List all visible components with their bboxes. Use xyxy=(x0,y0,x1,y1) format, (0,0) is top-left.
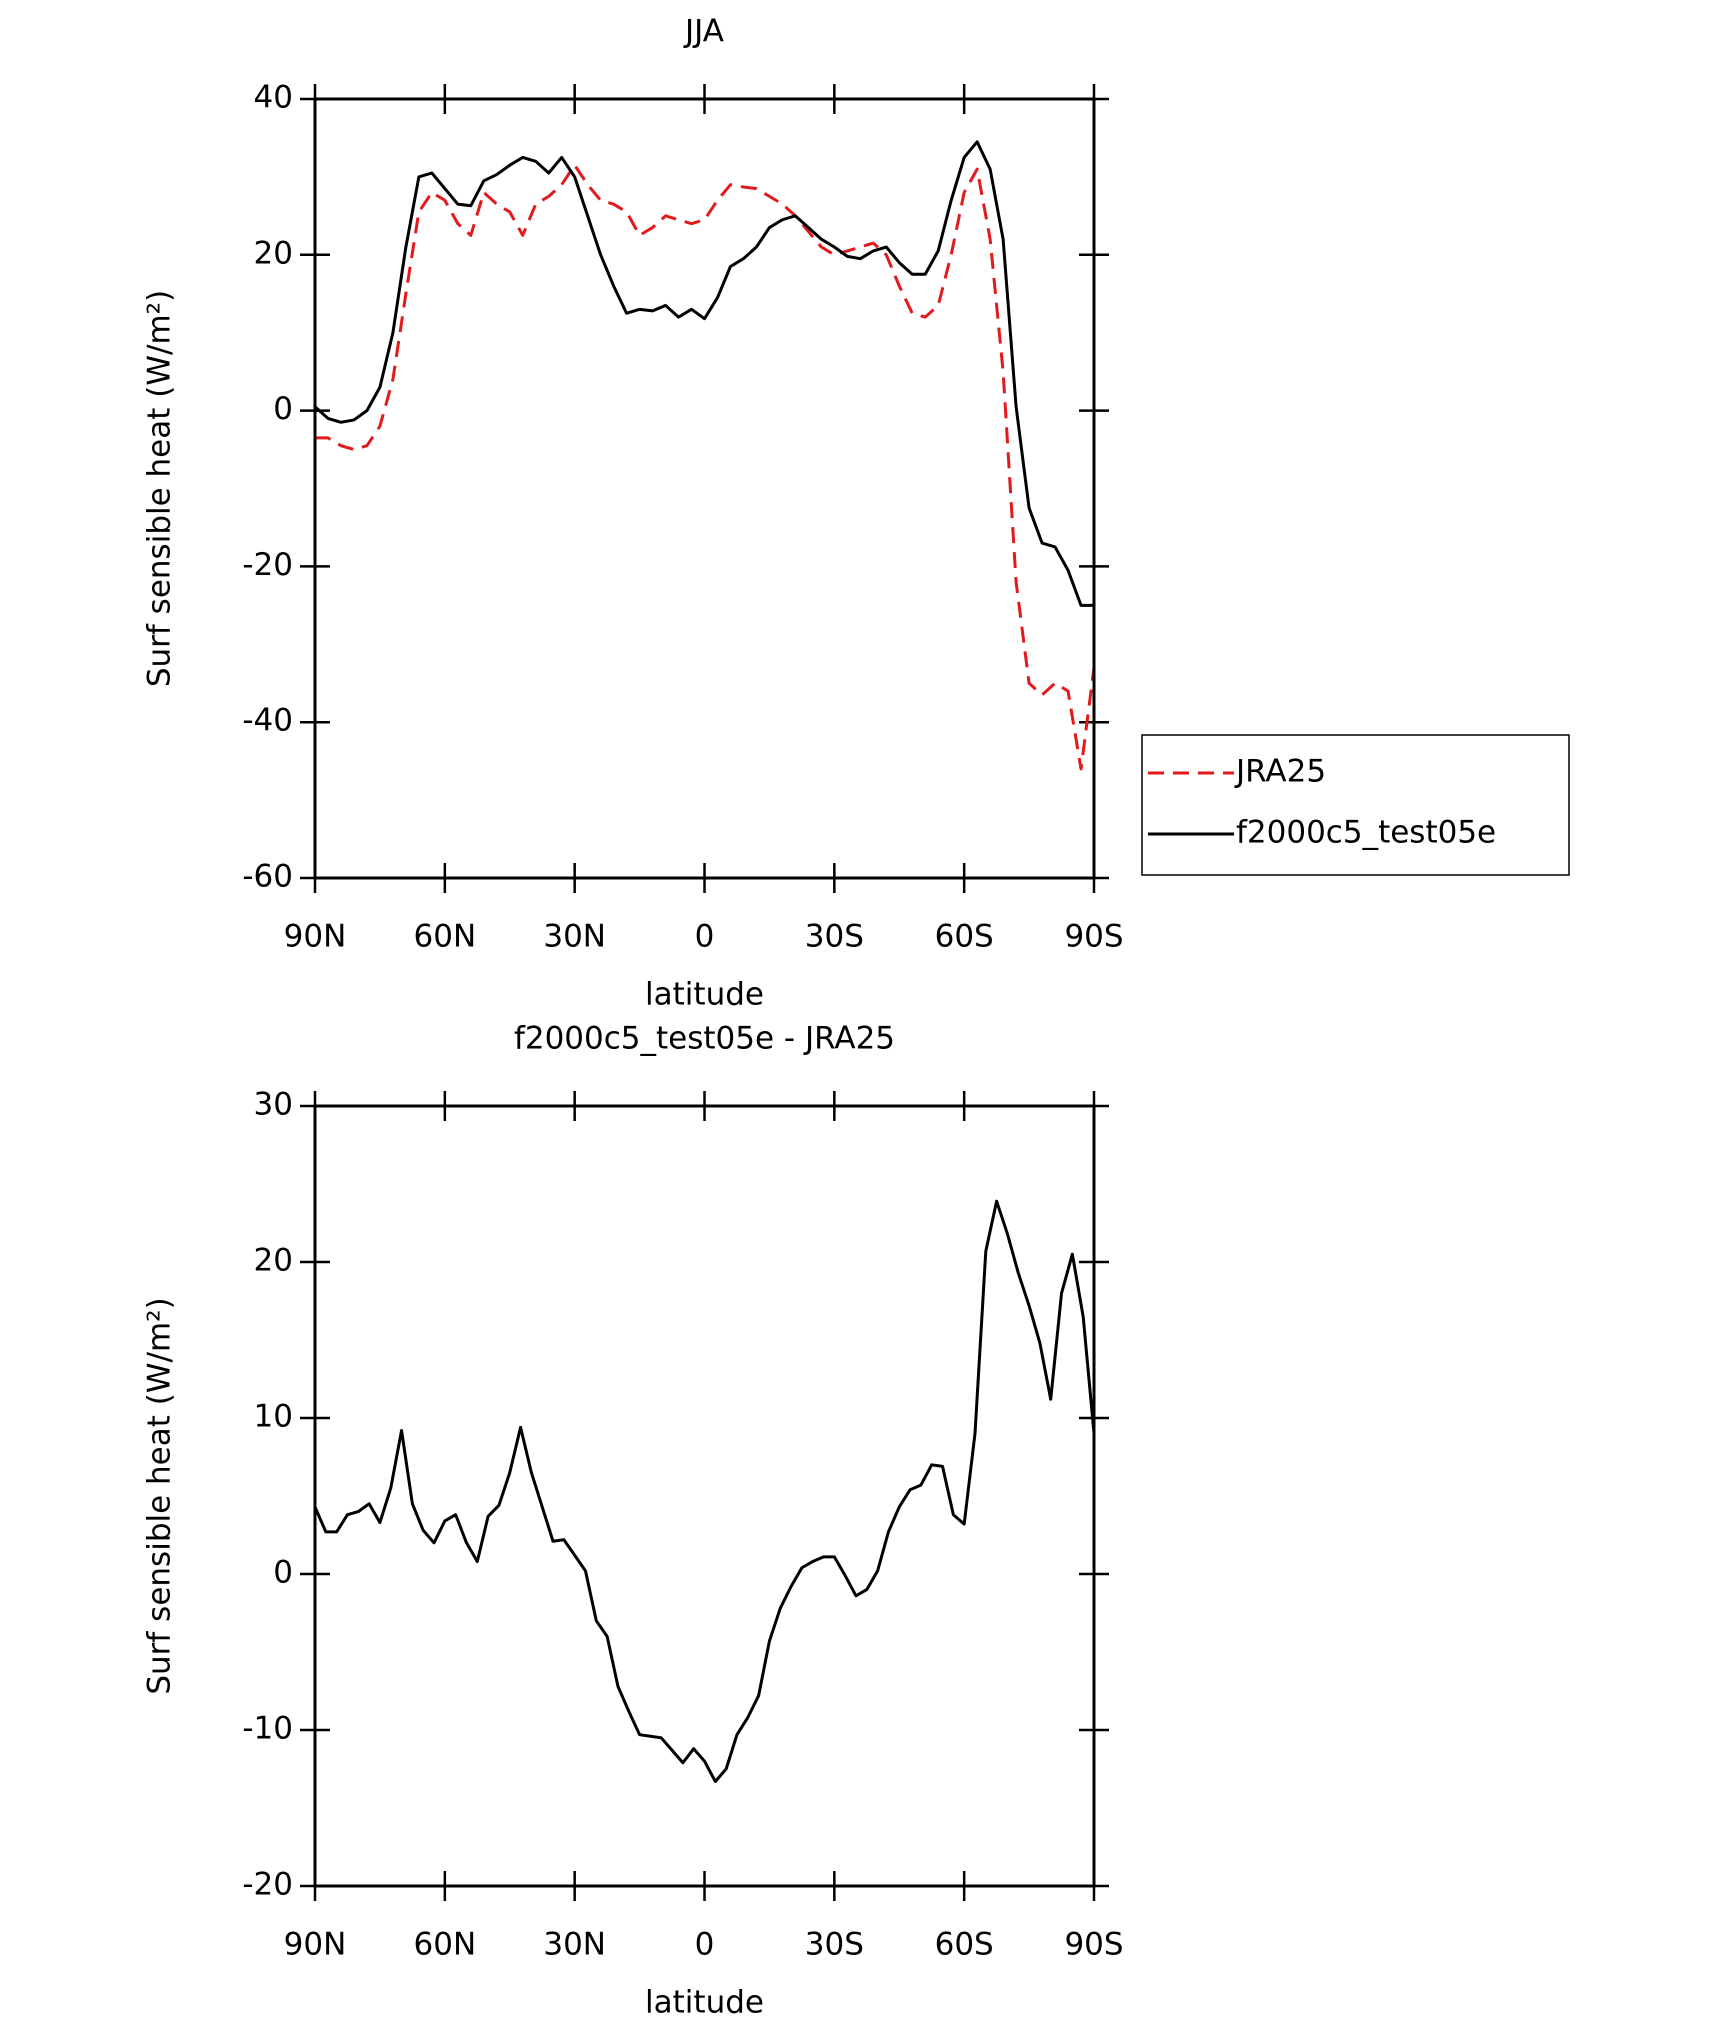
x-tick-label: 90N xyxy=(284,919,347,955)
y-tick-label: 10 xyxy=(254,1399,293,1435)
y-tick-label: -20 xyxy=(242,547,293,583)
x-axis-label: latitude xyxy=(645,1985,764,2021)
x-tick-label: 90S xyxy=(1064,1927,1123,1963)
y-tick-label: -60 xyxy=(242,859,293,895)
x-axis-label: latitude xyxy=(645,977,764,1013)
y-tick-label: 0 xyxy=(273,391,293,427)
y-tick-label: -10 xyxy=(242,1711,293,1747)
x-tick-label: 90N xyxy=(284,1927,347,1963)
plot-frame xyxy=(313,97,1096,880)
x-tick-label: 30N xyxy=(543,1927,606,1963)
plot-frame xyxy=(313,1104,1096,1888)
x-tick-label: 30N xyxy=(543,919,606,955)
y-axis-label: Surf sensible heat (W/m²) xyxy=(142,1297,178,1694)
x-tick-label: 0 xyxy=(695,919,715,955)
x-tick-label: 60N xyxy=(414,1927,477,1963)
y-tick-label: 20 xyxy=(254,235,293,271)
chart-title: JJA xyxy=(683,14,724,50)
legend-box xyxy=(1141,734,1570,876)
series-line xyxy=(315,1199,1094,1783)
x-tick-label: 60S xyxy=(935,919,994,955)
x-tick-label: 60S xyxy=(935,1927,994,1963)
y-axis-label: Surf sensible heat (W/m²) xyxy=(142,290,178,687)
series-line xyxy=(315,163,1094,771)
y-tick-label: 20 xyxy=(254,1243,293,1279)
series-line xyxy=(315,140,1094,607)
y-tick-label: -40 xyxy=(242,703,293,739)
chart-title: f2000c5_test05e - JRA25 xyxy=(514,1021,895,1057)
x-tick-label: 30S xyxy=(805,1927,864,1963)
y-tick-label: -20 xyxy=(242,1867,293,1903)
y-tick-label: 30 xyxy=(254,1087,293,1123)
x-tick-label: 60N xyxy=(414,919,477,955)
x-tick-label: 30S xyxy=(805,919,864,955)
legend-label: JRA25 xyxy=(1234,754,1326,790)
legend-label: f2000c5_test05e xyxy=(1236,815,1496,851)
x-tick-label: 90S xyxy=(1064,919,1123,955)
y-tick-label: 40 xyxy=(254,80,293,116)
x-tick-label: 0 xyxy=(695,1927,715,1963)
y-tick-label: 0 xyxy=(273,1555,293,1591)
